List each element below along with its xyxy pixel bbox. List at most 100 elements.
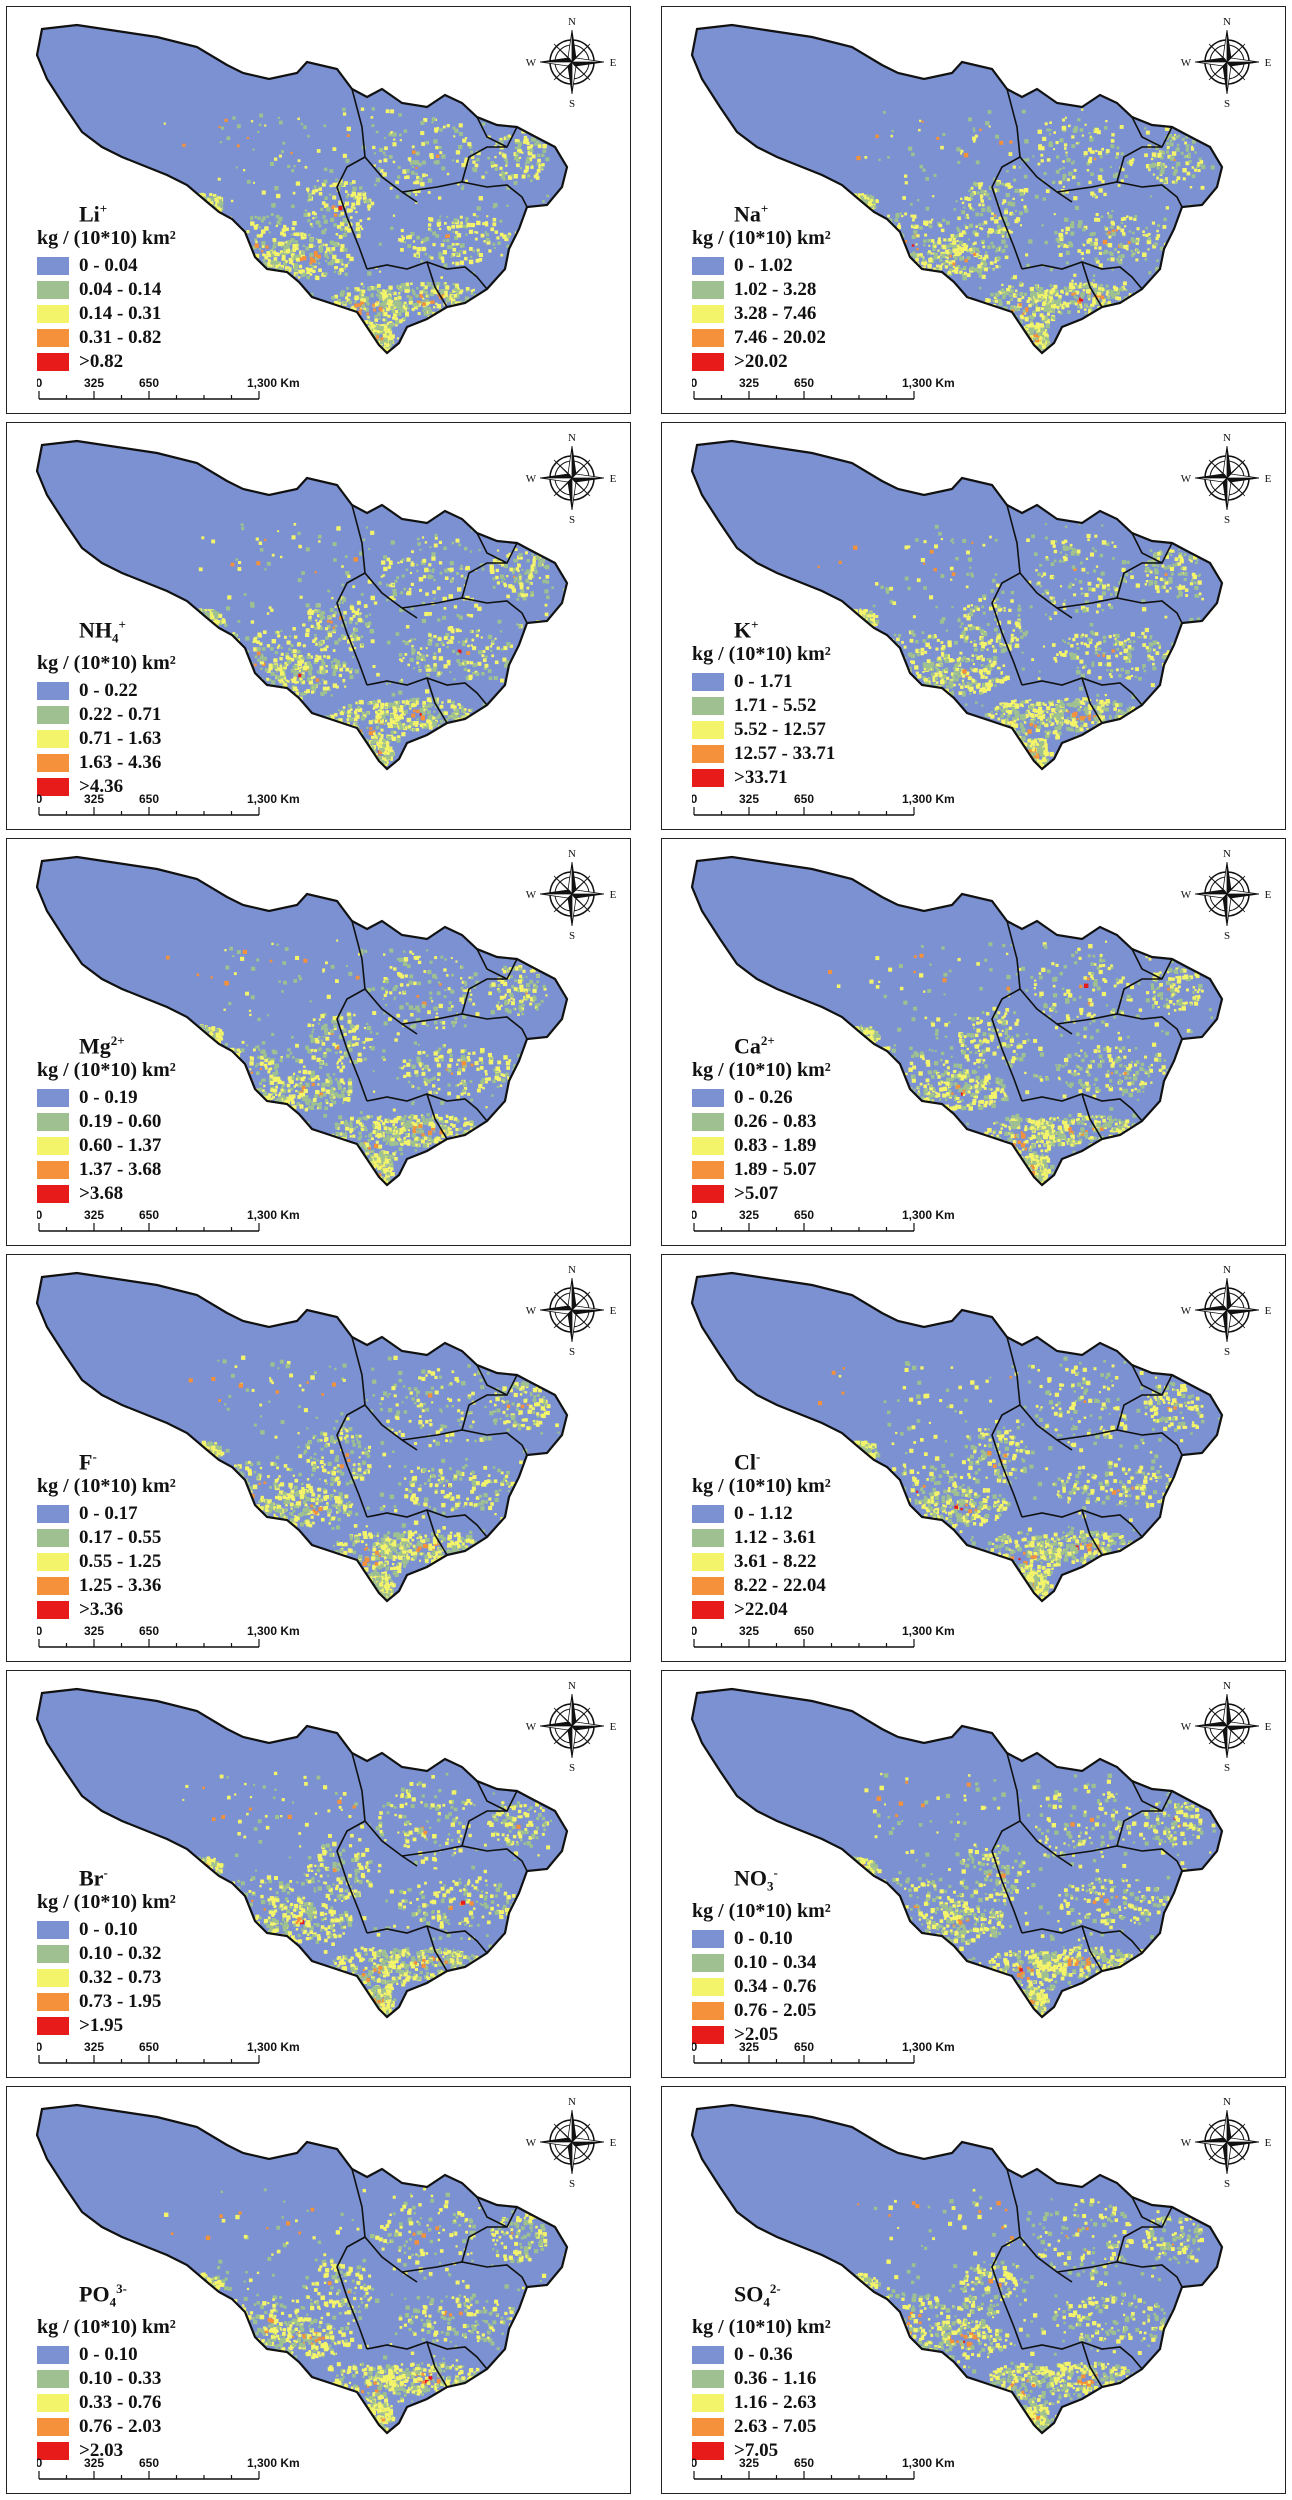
legend-item: 8.22 - 22.04	[692, 1574, 831, 1598]
legend-label: 0.22 - 0.71	[79, 704, 161, 726]
legend-item: 1.89 - 5.07	[692, 1158, 831, 1182]
raster-cells	[818, 1356, 1222, 1601]
scale-tick-label: 325	[739, 1624, 759, 1638]
legend-swatch	[692, 2369, 724, 2388]
legend-label: 0 - 1.71	[734, 671, 793, 693]
province-boundary	[1116, 1790, 1173, 1847]
scale-tick-label: 0	[37, 2456, 43, 2470]
scale-bar: 0 325 650 1,300 Km	[692, 376, 955, 400]
legend-label: 0.10 - 0.34	[734, 1952, 816, 1974]
legend-label: 1.12 - 3.61	[734, 1527, 816, 1549]
ion-symbol: Br	[79, 1865, 103, 1890]
ion-subscript: 4	[110, 2295, 117, 2310]
scale-tick-label: 325	[84, 1208, 104, 1222]
province-boundary	[351, 2168, 418, 2283]
province-boundary	[1116, 958, 1173, 1015]
province-boundary	[426, 1093, 448, 1140]
legend-label: 0 - 1.02	[734, 255, 793, 277]
legend-item: 0.26 - 0.83	[692, 1110, 831, 1134]
legend-item: 1.71 - 5.52	[692, 694, 835, 718]
ion-symbol: PO	[79, 2281, 110, 2306]
legend-swatch	[37, 281, 69, 300]
province-boundary	[1056, 597, 1183, 624]
compass-label-s: S	[569, 1346, 575, 1357]
legend-item: 0 - 0.36	[692, 2343, 831, 2367]
legend-label: 0.14 - 0.31	[79, 303, 161, 325]
legend-label: 0 - 0.26	[734, 1087, 793, 1109]
map-legend: F-kg / (10*10) km² 0 - 0.17 0.17 - 0.55 0.5…	[37, 1445, 176, 1622]
province-boundary	[1056, 1845, 1183, 1872]
compass-label-e: E	[610, 57, 617, 69]
ion-symbol: K	[734, 617, 751, 642]
region-fill	[692, 857, 1222, 1185]
legend-unit: kg / (10*10) km²	[37, 1474, 176, 1498]
legend-swatch	[37, 1137, 69, 1156]
legend-item: 3.61 - 8.22	[692, 1550, 831, 1574]
compass-label-n: N	[1223, 2096, 1231, 2108]
ion-charge: -	[92, 1449, 96, 1464]
scale-tick-label: 325	[739, 2456, 759, 2470]
scale-tick-label: 0	[692, 1208, 698, 1222]
legend-label: 0.04 - 0.14	[79, 279, 161, 301]
legend-item: 0.76 - 2.05	[692, 1999, 831, 2023]
scale-tick-label: 0	[692, 792, 698, 806]
compass-label-w: W	[526, 473, 537, 485]
scale-tick-label: 0	[692, 1624, 698, 1638]
legend-item: >2.05	[692, 2023, 831, 2047]
legend-label: 1.25 - 3.36	[79, 1575, 161, 1597]
legend-swatch	[692, 2345, 724, 2364]
province-boundary	[336, 988, 368, 1102]
scale-tick-label: 0	[37, 1208, 43, 1222]
region-fill	[37, 25, 567, 353]
legend-unit: kg / (10*10) km²	[692, 1058, 831, 1082]
legend-swatch	[692, 697, 724, 716]
legend-label: 0 - 1.12	[734, 1503, 793, 1525]
legend-item: >1.95	[37, 2014, 176, 2038]
map-legend: K+ kg / (10*10) km² 0 - 1.71 1.71 - 5.52 5.5…	[692, 613, 835, 790]
legend-item: 0.71 - 1.63	[37, 727, 176, 751]
ion-symbol: Ca	[734, 1033, 761, 1058]
compass-label-s: S	[569, 2178, 575, 2189]
map-figure	[690, 439, 1224, 771]
compass-label-e: E	[610, 1721, 617, 1733]
legend-swatch	[692, 2001, 724, 2020]
scale-tick-label: 1,300 Km	[247, 376, 300, 390]
legend-ion: NH4+	[79, 613, 176, 651]
province-boundary	[461, 1374, 518, 1431]
legend-item: 12.57 - 33.71	[692, 742, 835, 766]
scale-tick-label: 1,300 Km	[902, 1208, 955, 1222]
legend-swatch	[37, 1577, 69, 1596]
map-panel: N S W E F-kg / (10*10) km² 0 - 0.17 0.17 - 0.5…	[6, 1254, 631, 1662]
legend-label: >4.36	[79, 776, 123, 798]
scale-tick-label: 1,300 Km	[902, 2040, 955, 2054]
legend-label: 0.73 - 1.95	[79, 1991, 161, 2013]
legend-label: 1.37 - 3.68	[79, 1159, 161, 1181]
province-boundary	[1056, 2261, 1183, 2288]
ion-symbol: Li	[79, 201, 100, 226]
legend-swatch	[692, 1929, 724, 1948]
province-boundary	[351, 88, 418, 203]
legend-label: >20.02	[734, 351, 788, 373]
map-panel: N S W E PO43- kg / (10*10) km² 0 - 0.10 0.10 - …	[6, 2086, 631, 2494]
legend-item: 2.63 - 7.05	[692, 2415, 831, 2439]
legend-label: 1.16 - 2.63	[734, 2392, 816, 2414]
compass-label-n: N	[568, 16, 576, 28]
scale-tick-label: 650	[794, 1624, 814, 1638]
province-boundary	[1056, 1429, 1183, 1456]
compass-label-s: S	[569, 930, 575, 941]
province-boundary	[476, 948, 508, 980]
legend-unit: kg / (10*10) km²	[692, 1899, 831, 1923]
legend-item: 0.76 - 2.03	[37, 2415, 176, 2439]
legend-item: 0.32 - 0.73	[37, 1966, 176, 1990]
north-arrow-icon: N S W E	[1181, 2096, 1272, 2189]
legend-label: 0.34 - 0.76	[734, 1976, 816, 1998]
province-boundary	[1021, 1925, 1143, 1954]
compass-label-n: N	[1223, 432, 1231, 444]
province-boundary	[1081, 1509, 1103, 1556]
province-boundary	[336, 156, 368, 270]
legend-item: 0.36 - 1.16	[692, 2367, 831, 2391]
scale-tick-label: 1,300 Km	[902, 2456, 955, 2470]
province-boundary	[366, 2341, 488, 2370]
legend-item: 1.37 - 3.68	[37, 1158, 176, 1182]
legend-label: 5.52 - 12.57	[734, 719, 826, 741]
